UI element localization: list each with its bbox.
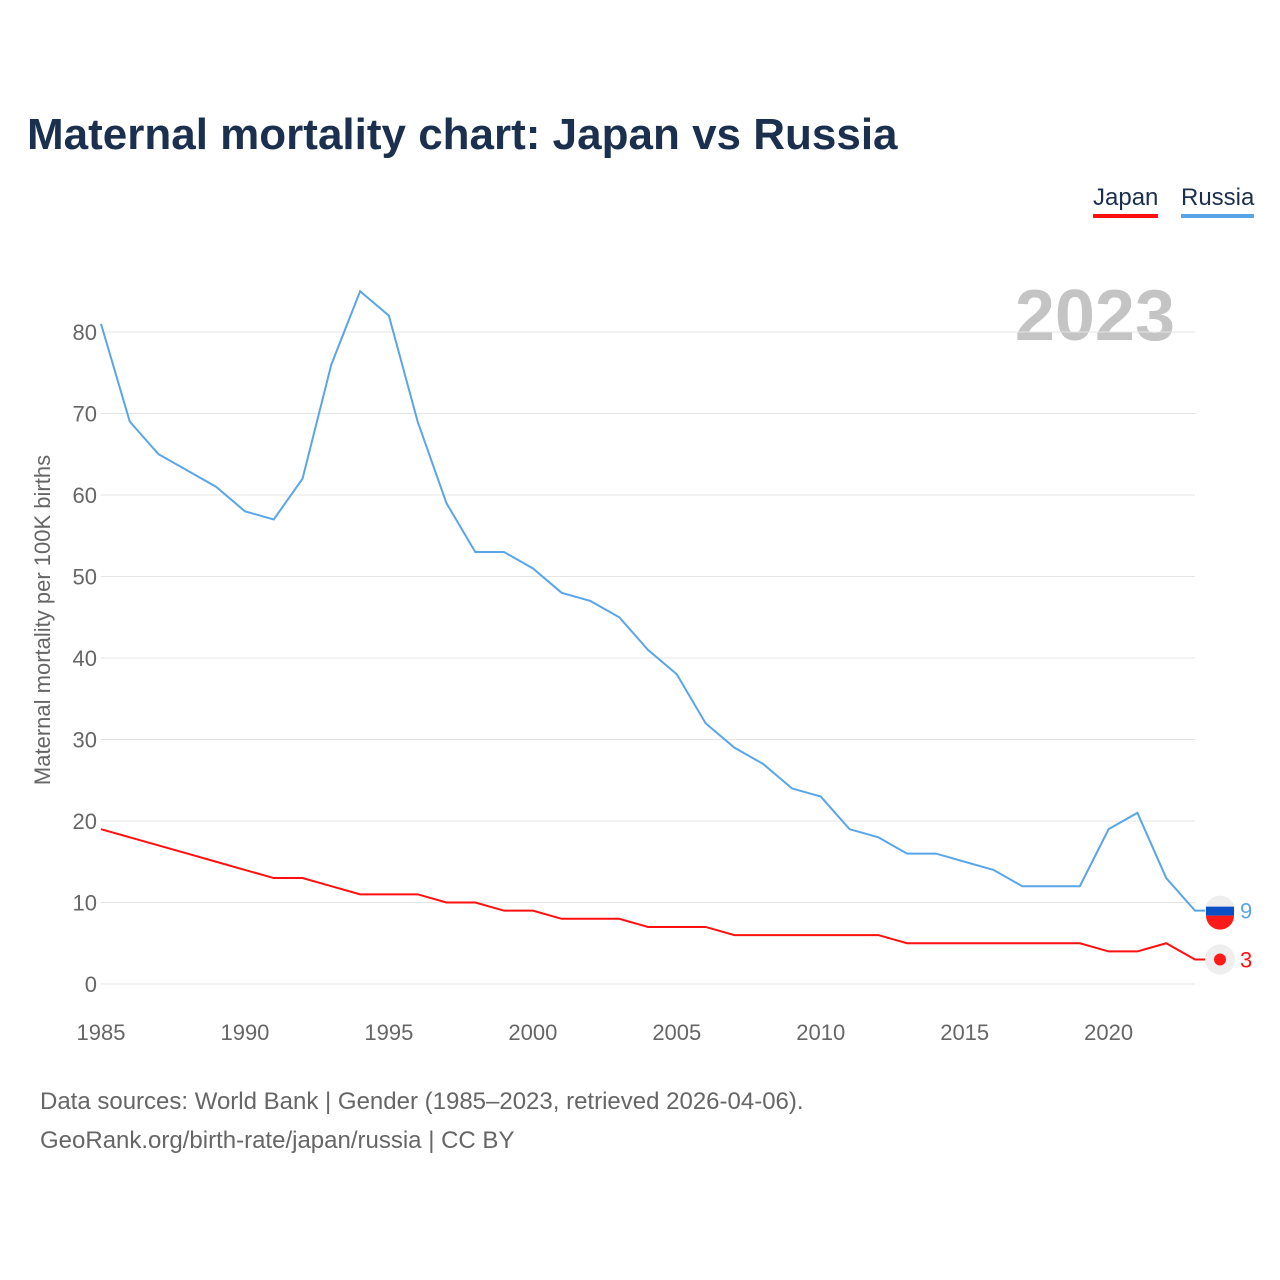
chart-title: Maternal mortality chart: Japan vs Russi… (27, 110, 898, 159)
legend-japan[interactable]: Japan (1093, 184, 1159, 218)
footer-sources: Data sources: World Bank | Gender (1985–… (40, 1088, 804, 1115)
year-watermark: 2023 (1015, 276, 1175, 356)
y-tick-label: 50 (73, 565, 97, 590)
x-tick-label: 2010 (796, 1020, 845, 1045)
end-value-label-japan: 3 (1240, 948, 1252, 973)
end-value-label-russia: 9 (1240, 899, 1252, 924)
y-tick-label: 70 (73, 402, 97, 427)
y-tick-label: 30 (73, 728, 97, 753)
legend-russia[interactable]: Russia (1181, 184, 1255, 218)
y-tick-label: 40 (73, 646, 97, 671)
y-tick-label: 80 (73, 320, 97, 345)
russia-flag-blue-stripe (1206, 906, 1234, 916)
series-line-japan (100, 828, 1205, 961)
x-tick-label: 2000 (508, 1020, 557, 1045)
y-axis-label: Maternal mortality per 100K births (30, 455, 55, 785)
y-tick-label: 10 (73, 891, 97, 916)
y-tick-label: 0 (85, 972, 97, 997)
x-tick-label: 1995 (364, 1020, 413, 1045)
x-tick-label: 2020 (1084, 1020, 1133, 1045)
x-tick-label: 1985 (77, 1020, 126, 1045)
x-tick-label: 2015 (940, 1020, 989, 1045)
y-tick-label: 20 (73, 809, 97, 834)
x-tick-label: 2005 (652, 1020, 701, 1045)
russia-flag-red-stripe (1206, 915, 1234, 930)
series-line-russia (100, 289, 1205, 912)
japan-flag-sun (1214, 953, 1226, 966)
footer-attribution[interactable]: GeoRank.org/birth-rate/japan/russia | CC… (40, 1127, 515, 1154)
x-tick-label: 1990 (220, 1020, 269, 1045)
y-tick-label: 60 (73, 483, 97, 508)
